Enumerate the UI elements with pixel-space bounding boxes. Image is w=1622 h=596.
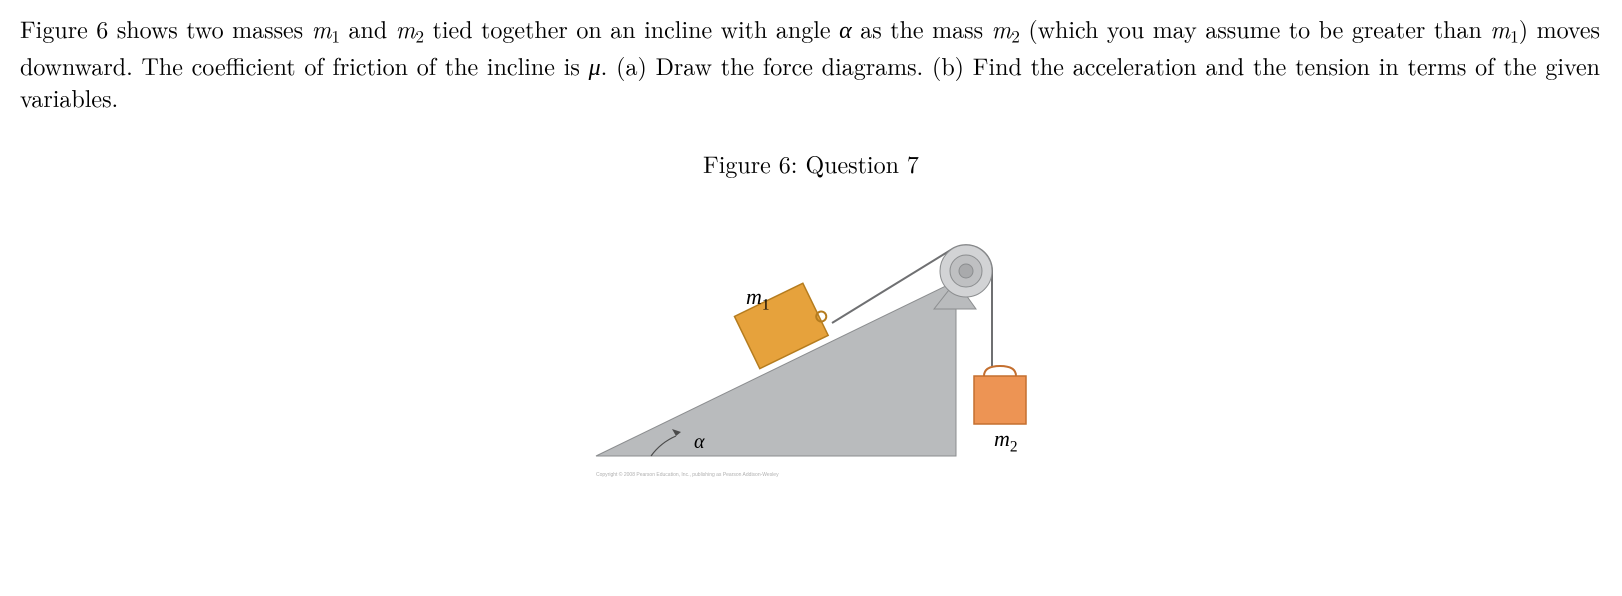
figure-6: Figure 6: Question 7 m1m2αCopyright © 20… xyxy=(20,147,1602,485)
var-m1: m1 xyxy=(1490,11,1518,45)
var-m2: m2 xyxy=(396,11,424,45)
label-m2: m2 xyxy=(994,426,1018,456)
text-frag: Figure 6 shows two masses xyxy=(20,11,312,45)
figure-caption: Figure 6: Question 7 xyxy=(20,147,1602,179)
var-m1: m1 xyxy=(312,11,340,45)
incline-diagram: m1m2αCopyright © 2008 Pearson Education,… xyxy=(576,186,1046,486)
var-m2: m2 xyxy=(992,11,1020,45)
text-frag: tied together on an incline with angle xyxy=(424,11,839,45)
var-alpha: α xyxy=(839,11,852,45)
text-frag: as the mass xyxy=(852,11,992,45)
copyright-text: Copyright © 2008 Pearson Education, Inc.… xyxy=(596,471,779,478)
block-m2 xyxy=(974,376,1026,424)
text-frag: and xyxy=(340,11,396,45)
hook-icon xyxy=(984,366,1016,376)
label-alpha: α xyxy=(694,431,705,453)
var-mu: μ xyxy=(589,48,601,82)
text-frag: (which you may assume to be greater than xyxy=(1020,11,1491,45)
problem-statement: Figure 6 shows two masses m1 and m2 tied… xyxy=(20,12,1600,113)
